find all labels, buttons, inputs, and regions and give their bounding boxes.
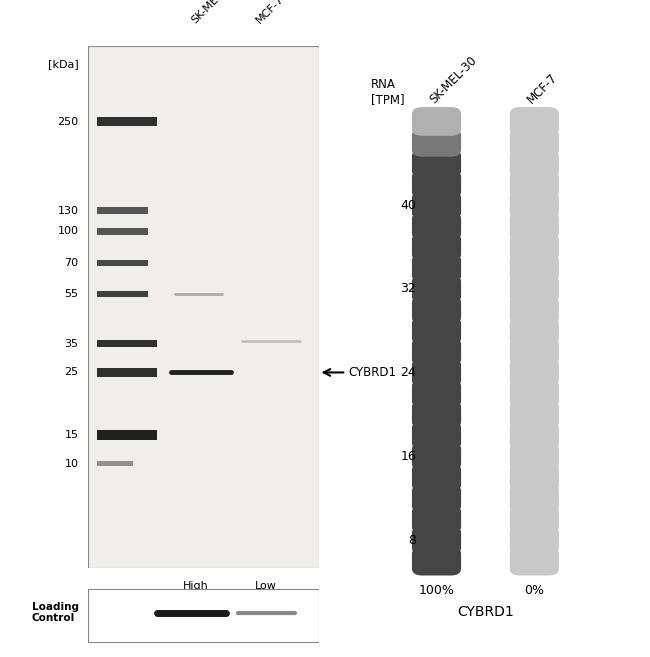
- FancyBboxPatch shape: [510, 296, 559, 325]
- FancyBboxPatch shape: [412, 170, 461, 198]
- Text: 35: 35: [64, 339, 79, 349]
- FancyBboxPatch shape: [97, 208, 148, 214]
- FancyBboxPatch shape: [510, 547, 559, 576]
- FancyBboxPatch shape: [88, 46, 318, 568]
- FancyBboxPatch shape: [510, 170, 559, 198]
- Text: 130: 130: [57, 206, 79, 215]
- FancyBboxPatch shape: [510, 484, 559, 512]
- Text: 250: 250: [57, 117, 79, 127]
- Text: SK-MEL-30: SK-MEL-30: [189, 0, 237, 25]
- Text: Loading
Control: Loading Control: [31, 602, 79, 623]
- FancyBboxPatch shape: [510, 254, 559, 283]
- FancyBboxPatch shape: [97, 260, 148, 266]
- FancyBboxPatch shape: [97, 291, 148, 297]
- FancyBboxPatch shape: [412, 254, 461, 283]
- FancyBboxPatch shape: [412, 526, 461, 555]
- FancyBboxPatch shape: [510, 149, 559, 177]
- FancyBboxPatch shape: [412, 149, 461, 177]
- Text: 32: 32: [400, 283, 416, 296]
- FancyBboxPatch shape: [412, 128, 461, 157]
- Text: 15: 15: [64, 430, 79, 440]
- FancyBboxPatch shape: [412, 212, 461, 240]
- FancyBboxPatch shape: [412, 317, 461, 345]
- FancyBboxPatch shape: [510, 505, 559, 533]
- Text: 100%: 100%: [419, 583, 454, 597]
- Text: High: High: [183, 581, 209, 591]
- Text: MCF-7: MCF-7: [254, 0, 285, 25]
- FancyBboxPatch shape: [412, 358, 461, 387]
- FancyBboxPatch shape: [510, 358, 559, 387]
- FancyBboxPatch shape: [510, 233, 559, 261]
- FancyBboxPatch shape: [510, 212, 559, 240]
- FancyBboxPatch shape: [97, 461, 133, 466]
- FancyBboxPatch shape: [510, 463, 559, 491]
- FancyBboxPatch shape: [412, 505, 461, 533]
- Text: 70: 70: [64, 258, 79, 268]
- Text: 40: 40: [400, 198, 416, 212]
- Text: 100: 100: [57, 227, 79, 237]
- Text: 25: 25: [64, 367, 79, 377]
- Text: 10: 10: [64, 459, 79, 469]
- FancyBboxPatch shape: [97, 430, 157, 440]
- Text: CYBRD1: CYBRD1: [348, 366, 396, 379]
- FancyBboxPatch shape: [510, 400, 559, 429]
- Text: SK-MEL-30: SK-MEL-30: [427, 53, 480, 106]
- FancyBboxPatch shape: [412, 442, 461, 471]
- FancyBboxPatch shape: [510, 191, 559, 219]
- FancyBboxPatch shape: [412, 379, 461, 408]
- Text: Low: Low: [255, 581, 276, 591]
- FancyBboxPatch shape: [510, 379, 559, 408]
- FancyBboxPatch shape: [97, 369, 157, 376]
- FancyBboxPatch shape: [412, 400, 461, 429]
- Text: 55: 55: [64, 289, 79, 299]
- FancyBboxPatch shape: [510, 128, 559, 157]
- FancyBboxPatch shape: [510, 526, 559, 555]
- FancyBboxPatch shape: [97, 228, 148, 235]
- Text: 0%: 0%: [525, 583, 544, 597]
- Text: CYBRD1: CYBRD1: [457, 605, 514, 620]
- FancyBboxPatch shape: [412, 275, 461, 304]
- FancyBboxPatch shape: [412, 484, 461, 512]
- FancyBboxPatch shape: [510, 317, 559, 345]
- Text: 24: 24: [400, 366, 416, 379]
- FancyBboxPatch shape: [412, 338, 461, 366]
- FancyBboxPatch shape: [97, 117, 157, 126]
- Text: [kDa]: [kDa]: [47, 59, 79, 69]
- FancyBboxPatch shape: [412, 463, 461, 491]
- FancyBboxPatch shape: [510, 421, 559, 450]
- Text: 8: 8: [408, 533, 416, 547]
- FancyBboxPatch shape: [88, 589, 318, 643]
- FancyBboxPatch shape: [412, 107, 461, 136]
- FancyBboxPatch shape: [510, 442, 559, 471]
- FancyBboxPatch shape: [510, 107, 559, 136]
- FancyBboxPatch shape: [97, 340, 157, 348]
- FancyBboxPatch shape: [412, 191, 461, 219]
- Text: RNA
[TPM]: RNA [TPM]: [371, 78, 405, 106]
- FancyBboxPatch shape: [510, 338, 559, 366]
- FancyBboxPatch shape: [412, 547, 461, 576]
- Text: 16: 16: [400, 450, 416, 463]
- Text: MCF-7: MCF-7: [525, 70, 560, 106]
- FancyBboxPatch shape: [412, 233, 461, 261]
- FancyBboxPatch shape: [412, 296, 461, 325]
- FancyBboxPatch shape: [412, 421, 461, 450]
- FancyBboxPatch shape: [510, 275, 559, 304]
